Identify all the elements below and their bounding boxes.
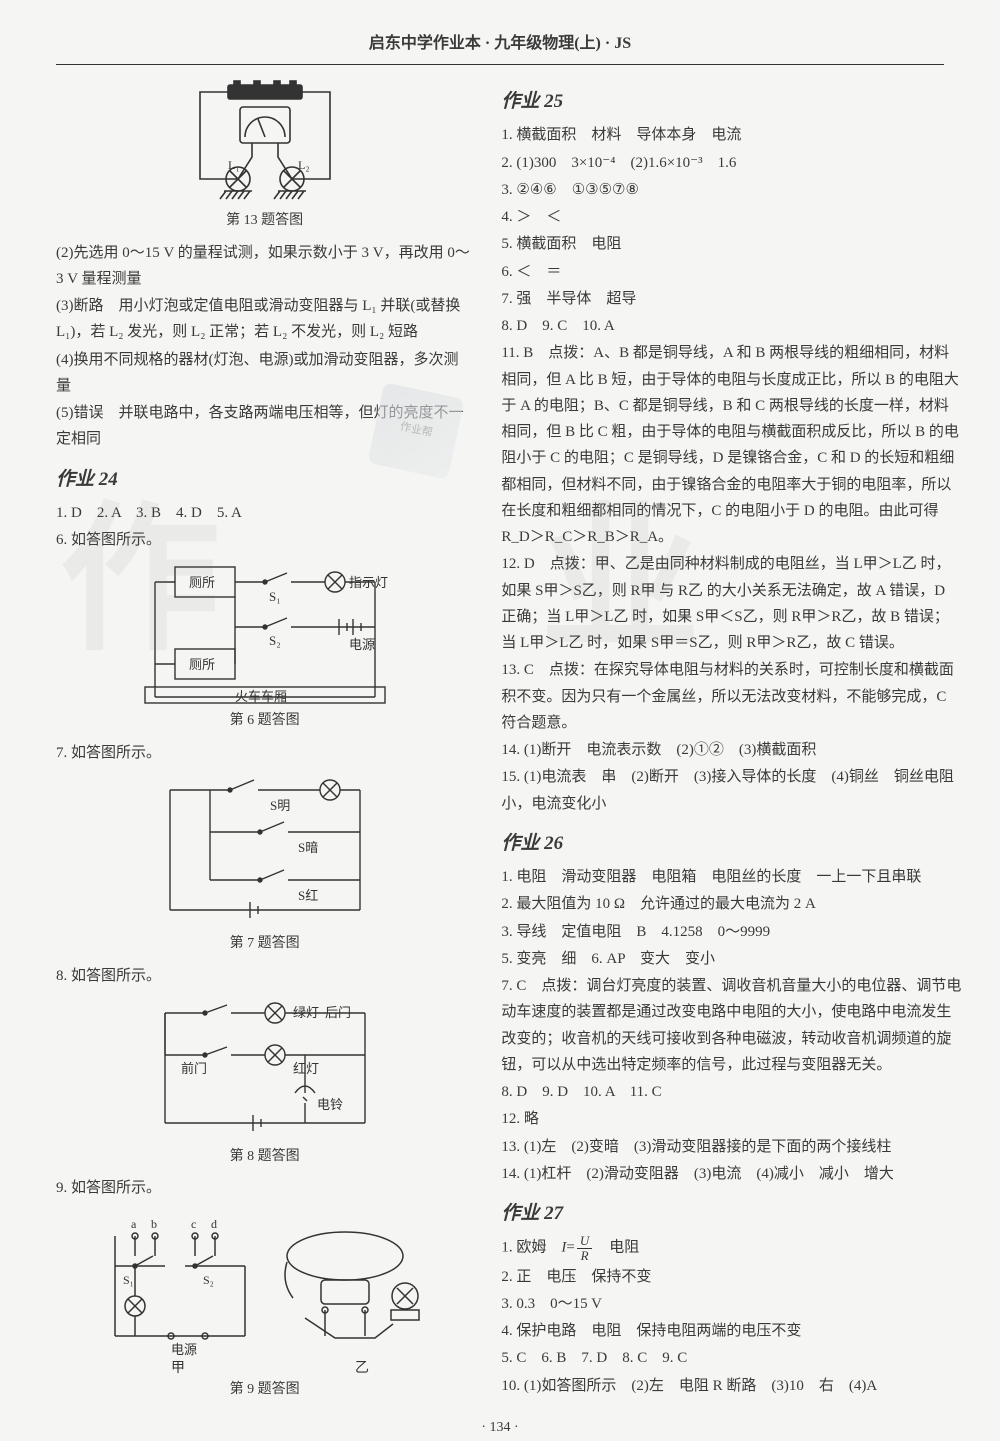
text: 6. ＜ ＝ [501,259,963,285]
svg-text:电铃: 电铃 [317,1097,343,1112]
fig7-caption: 第 7 题答图 [56,932,473,957]
text: 2. 正 电压 保持不变 [501,1264,963,1290]
text: 3. ②④⑥ ①③⑤⑦⑧ [501,177,963,203]
text: 9. 如答图所示。 [56,1175,473,1201]
figure-6: 厕所 厕所 S₁ S₂ 指示灯 电源 火车车厢 [56,557,473,707]
text: 12. D 点拨：甲、乙是由同种材料制成的电阻丝，当 L甲＞L乙 时，如果 S甲… [501,551,963,656]
svg-text:绿灯: 绿灯 [293,1005,319,1020]
svg-text:电源: 电源 [349,637,375,652]
figure-7: S明 S暗 S红 [56,770,473,930]
text: 8. D 9. D 10. A 11. C [501,1079,963,1105]
svg-text:厕所: 厕所 [189,657,215,672]
text: 1. 电阻 滑动变阻器 电阻箱 电阻丝的长度 一上一下且串联 [501,864,963,890]
svg-text:L₂: L₂ [298,158,310,172]
left-column: L₁ L₂ 第 13 题答图 (2)先选用 0～15 V 的量程试测，如果示数小… [56,75,473,1408]
fig13-caption: 第 13 题答图 [56,209,473,234]
svg-text:乙: 乙 [355,1360,369,1376]
text: 8. D 9. C 10. A [501,313,963,339]
svg-text:S暗: S暗 [298,840,318,855]
svg-text:指示灯: 指示灯 [349,575,388,590]
text: 12. 略 [501,1106,963,1132]
text: 8. 如答图所示。 [56,963,473,989]
text: 5. 变亮 细 6. AP 变大 变小 [501,946,963,972]
svg-text:S明: S明 [270,798,290,813]
text: (5)错误 并联电路中，各支路两端电压相等，但灯的亮度不一定相同 [56,400,473,453]
text: 13. (1)左 (2)变暗 (3)滑动变阻器接的是下面的两个接线柱 [501,1134,963,1160]
text: 3. 0.3 0～15 V [501,1291,963,1317]
text: 1. D 2. A 3. B 4. D 5. A [56,500,473,526]
svg-text:火车车厢: 火车车厢 [235,689,287,704]
text: 6. 如答图所示。 [56,527,473,553]
svg-text:电源: 电源 [171,1342,197,1357]
text: 4. ＞ ＜ [501,204,963,230]
hw24-title: 作业 24 [56,463,473,496]
text: 1. 欧姆 I=UR 电阻 [501,1234,963,1262]
svg-text:S₂: S₂ [269,633,281,648]
figure-13: L₁ L₂ [56,79,473,207]
hw27-title: 作业 27 [501,1197,963,1230]
text: 15. (1)电流表 串 (2)断开 (3)接入导体的长度 (4)铜丝 铜丝电阻… [501,764,963,817]
figure-8: 前门 后门 绿灯 红灯 电铃 [56,993,473,1143]
svg-text:后门: 后门 [325,1005,351,1020]
text: 2. (1)300 3×10⁻⁴ (2)1.6×10⁻³ 1.6 [501,150,963,176]
svg-text:厕所: 厕所 [189,575,215,590]
svg-text:a: a [131,1217,137,1231]
fig9-caption: 第 9 题答图 [56,1378,473,1403]
figure-9: a b c d S₁ S₂ 电源 甲 乙 [56,1206,473,1376]
text: 11. B 点拨：A、B 都是铜导线，A 和 B 两根导线的粗细相同，材料相同，… [501,340,963,550]
svg-text:S₁: S₁ [269,589,281,604]
svg-text:S红: S红 [298,888,318,903]
svg-text:S₂: S₂ [203,1273,214,1287]
svg-text:c: c [191,1217,196,1231]
text: 10. (1)如答图所示 (2)左 电阻 R 断路 (3)10 右 (4)A [501,1373,963,1399]
svg-text:L₁: L₁ [228,158,240,172]
text: 5. C 6. B 7. D 8. C 9. C [501,1345,963,1371]
svg-text:甲: 甲 [171,1361,185,1376]
text: 7. 强 半导体 超导 [501,286,963,312]
content-columns: L₁ L₂ 第 13 题答图 (2)先选用 0～15 V 的量程试测，如果示数小… [56,75,944,1408]
hw26-title: 作业 26 [501,827,963,860]
text: 2. 最大阻值为 10 Ω 允许通过的最大电流为 2 A [501,891,963,917]
fig8-caption: 第 8 题答图 [56,1145,473,1170]
page-number: · 134 · [56,1416,944,1441]
text: (2)先选用 0～15 V 的量程试测，如果示数小于 3 V，再改用 0～3 V… [56,240,473,293]
text: 14. (1)断开 电流表示数 (2)①② (3)横截面积 [501,737,963,763]
text: 3. 导线 定值电阻 B 4.1258 0～9999 [501,919,963,945]
right-column: 作业 25 1. 横截面积 材料 导体本身 电流 2. (1)300 3×10⁻… [501,75,963,1408]
text: 7. C 点拨：调台灯亮度的装置、调收音机音量大小的电位器、调节电动车速度的装置… [501,973,963,1078]
text: 7. 如答图所示。 [56,740,473,766]
svg-text:S₁: S₁ [123,1273,134,1287]
text: 1. 横截面积 材料 导体本身 电流 [501,122,963,148]
text: 5. 横截面积 电阻 [501,231,963,257]
svg-text:d: d [211,1217,217,1231]
text: 4. 保护电路 电阻 保持电阻两端的电压不变 [501,1318,963,1344]
svg-text:红灯: 红灯 [293,1061,319,1076]
text: (3)断路 用小灯泡或定值电阻或滑动变阻器与 L₁ 并联(或替换 L₁)，若 L… [56,293,473,346]
page-header: 启东中学作业本 · 九年级物理(上) · JS [56,30,944,65]
svg-text:b: b [151,1217,157,1231]
fig6-caption: 第 6 题答图 [56,709,473,734]
text: 14. (1)杠杆 (2)滑动变阻器 (3)电流 (4)减小 减小 增大 [501,1161,963,1187]
svg-text:前门: 前门 [181,1061,207,1076]
text: 13. C 点拨：在探究导体电阻与材料的关系时，可控制长度和横截面积不变。因为只… [501,657,963,736]
hw25-title: 作业 25 [501,85,963,118]
text: (4)换用不同规格的器材(灯泡、电源)或加滑动变阻器，多次测量 [56,347,473,400]
